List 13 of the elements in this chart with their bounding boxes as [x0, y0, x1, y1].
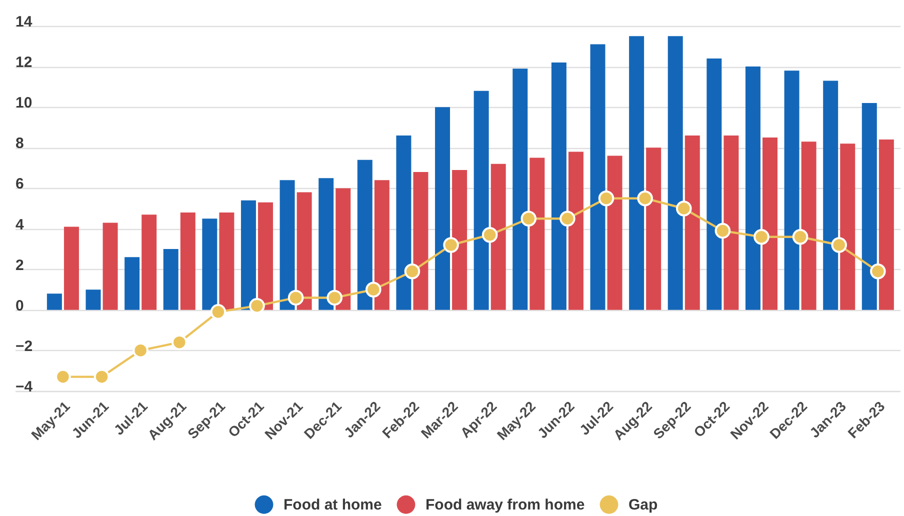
- y-tick-label: 4: [16, 216, 24, 234]
- y-tick-label: 6: [16, 176, 24, 193]
- y-tick-label: 0: [16, 297, 24, 314]
- y-tick-label: 2: [16, 256, 24, 274]
- y-tick-label: 14: [16, 14, 33, 30]
- y-tick-label: 12: [16, 54, 32, 72]
- y-tick-label: −4: [16, 378, 34, 396]
- legend-label: Food away from home: [426, 496, 585, 514]
- y-tick-label: −2: [16, 338, 33, 355]
- y-tick-label: 10: [16, 94, 32, 112]
- legend-label: Gap: [628, 496, 658, 514]
- legend-label: Food at home: [284, 496, 382, 514]
- y-tick-label: 8: [16, 135, 24, 152]
